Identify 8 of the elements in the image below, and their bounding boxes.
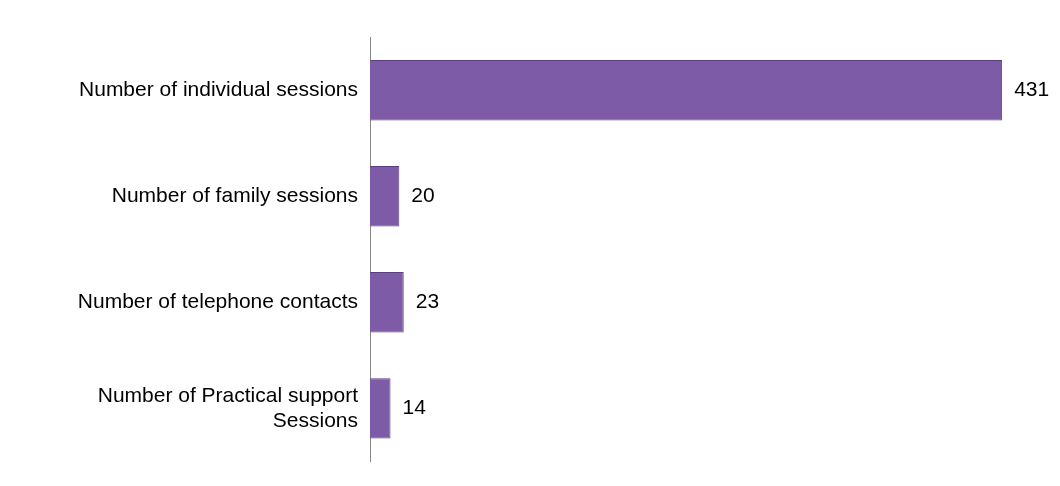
y-tick-label: Number of individual sessions — [79, 77, 358, 101]
y-tick-label: Number of family sessions — [111, 183, 358, 207]
y-tick-label: Number of telephone contacts — [77, 289, 358, 313]
data-label: 14 — [402, 395, 427, 419]
y-tick-label: Number of Practical support Sessions — [97, 382, 359, 431]
data-label: 431 — [1014, 77, 1050, 101]
data-label: 23 — [415, 289, 440, 313]
data-label: 20 — [411, 183, 435, 207]
